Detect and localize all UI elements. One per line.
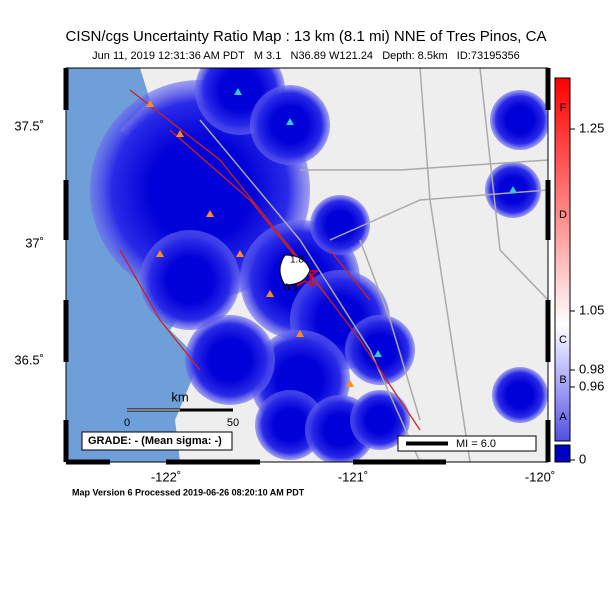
scale-label: 0: [124, 417, 130, 429]
grade: GRADE: - (Mean sigma: -): [88, 435, 222, 447]
colorbar-value: 0: [579, 451, 586, 466]
lat-label: 37.5˚: [14, 118, 44, 133]
colorbar-letter: F: [560, 102, 567, 114]
contour-label: 0.9: [284, 283, 298, 294]
title: CISN/cgs Uncertainty Ratio Map : 13 km (…: [66, 28, 547, 45]
colorbar-letter: A: [559, 411, 567, 423]
scale-title: km: [171, 389, 188, 404]
colorbar-value: 1.05: [579, 302, 604, 317]
scale-bar: km 0 50: [124, 389, 239, 429]
colorbar-letter: D: [559, 209, 567, 221]
map: 1.8 0.9: [66, 68, 548, 462]
subtitle: Jun 11, 2019 12:31:36 AM PDT M 3.1 N36.8…: [92, 50, 520, 62]
contour-label: 1.8: [290, 255, 304, 266]
colorbar-letter: C: [559, 334, 567, 346]
colorbar-value: 0.98: [579, 361, 604, 376]
lon-label: -120˚: [525, 469, 555, 484]
colorbar-letter: B: [559, 374, 566, 386]
colorbar-value: 0.96: [579, 378, 604, 393]
grade-box: [81, 431, 233, 451]
lat-label: 36.5˚: [14, 352, 44, 367]
scale-label: 50: [227, 417, 239, 429]
colorbar-value: 1.25: [579, 120, 604, 135]
mi-legend-box: [397, 435, 537, 452]
mi-legend: MI = 6.0: [456, 438, 496, 450]
map-frame: [65, 67, 549, 463]
colorbar-low: [554, 444, 571, 463]
lon-label: -122˚: [151, 469, 181, 484]
footer: Map Version 6 Processed 2019-06-26 08:20…: [72, 487, 305, 497]
lon-label: -121˚: [338, 469, 368, 484]
colorbar: [554, 77, 571, 442]
lat-label: 37˚: [25, 235, 44, 250]
